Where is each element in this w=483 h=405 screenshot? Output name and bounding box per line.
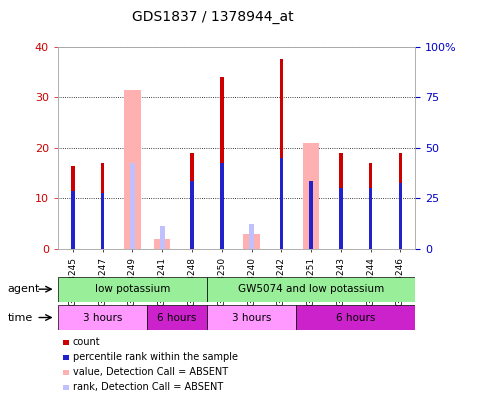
Bar <box>303 143 319 249</box>
Bar <box>296 305 415 330</box>
Text: GDS1837 / 1378944_at: GDS1837 / 1378944_at <box>132 10 293 24</box>
Bar <box>309 181 313 249</box>
Text: 6 hours: 6 hours <box>157 313 197 322</box>
Text: value, Detection Call = ABSENT: value, Detection Call = ABSENT <box>73 367 228 377</box>
Text: rank, Detection Call = ABSENT: rank, Detection Call = ABSENT <box>73 382 223 392</box>
Bar <box>369 188 372 249</box>
Bar <box>130 163 135 249</box>
Bar <box>101 194 104 249</box>
Text: 3 hours: 3 hours <box>83 313 122 322</box>
Bar <box>190 153 194 249</box>
Bar <box>280 59 283 249</box>
Bar <box>58 305 147 330</box>
Text: 3 hours: 3 hours <box>232 313 271 322</box>
Bar <box>207 277 415 302</box>
Text: 6 hours: 6 hours <box>336 313 375 322</box>
Text: percentile rank within the sample: percentile rank within the sample <box>73 352 238 362</box>
Bar <box>339 188 343 249</box>
Text: agent: agent <box>7 284 40 294</box>
Bar <box>249 224 254 249</box>
Bar <box>280 158 283 249</box>
Text: low potassium: low potassium <box>95 284 170 294</box>
Bar <box>159 226 165 249</box>
Bar <box>243 234 260 249</box>
Bar <box>339 153 343 249</box>
Bar <box>154 239 170 249</box>
Bar <box>147 305 207 330</box>
Bar <box>101 163 104 249</box>
Text: GW5074 and low potassium: GW5074 and low potassium <box>238 284 384 294</box>
Bar <box>220 163 224 249</box>
Bar <box>398 183 402 249</box>
Text: time: time <box>7 313 32 322</box>
Bar <box>190 181 194 249</box>
Bar <box>71 166 75 249</box>
Bar <box>369 163 372 249</box>
Bar <box>398 153 402 249</box>
Bar <box>220 77 224 249</box>
Bar <box>207 305 296 330</box>
Bar <box>58 277 207 302</box>
Bar <box>124 90 141 249</box>
Bar <box>71 191 75 249</box>
Text: count: count <box>73 337 100 347</box>
